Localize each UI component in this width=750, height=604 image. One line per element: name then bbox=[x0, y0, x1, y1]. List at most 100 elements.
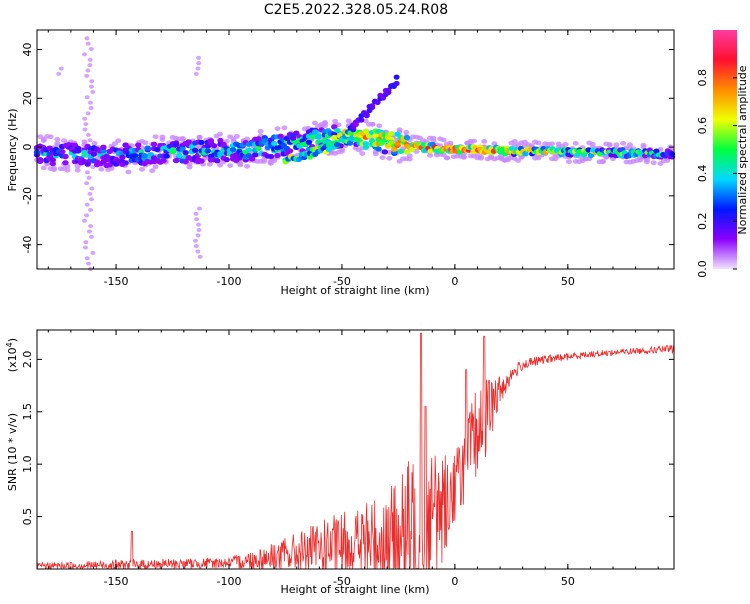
spectrogram-cell bbox=[74, 167, 81, 173]
spectrogram-cell bbox=[315, 134, 322, 140]
snr-xlabel: Height of straight line (km) bbox=[280, 583, 429, 596]
spectrogram-cell bbox=[653, 148, 660, 154]
spectrogram-cell bbox=[511, 138, 518, 144]
spectrogram-cell bbox=[312, 129, 319, 135]
colorbar-tick-label: 0.4 bbox=[696, 165, 709, 183]
spectrogram-cell bbox=[255, 145, 262, 151]
spectrogram-cell bbox=[84, 95, 90, 100]
spectrogram-cell bbox=[217, 151, 224, 157]
colorbar-tick-label: 0.6 bbox=[696, 117, 709, 135]
spectrogram-cell bbox=[74, 163, 81, 169]
spectrogram-cell bbox=[188, 144, 196, 150]
snr-ylabel: SNR (10 * v/v) bbox=[6, 413, 19, 491]
spectrogram-cell bbox=[374, 99, 381, 106]
spectrogram-cell bbox=[237, 162, 244, 168]
spectrogram-cell bbox=[83, 240, 89, 245]
spectrogram-cell bbox=[522, 151, 529, 157]
spectrogram-cell bbox=[393, 80, 400, 87]
spectrogram-cell bbox=[191, 147, 199, 154]
spectrogram-cell bbox=[640, 142, 647, 148]
spectrogram-cell bbox=[85, 68, 91, 73]
spectrogram-cell bbox=[244, 163, 251, 169]
spectrogram-cell bbox=[90, 151, 98, 157]
spectrogram-cell bbox=[98, 166, 105, 172]
snr-xtick-label: -100 bbox=[217, 575, 242, 588]
figure-title: C2E5.2022.328.05.24.R08 bbox=[264, 2, 448, 18]
snr-xtick-label: 50 bbox=[561, 575, 575, 588]
spectrogram-cell bbox=[311, 120, 318, 126]
spectrogram-cell bbox=[144, 145, 151, 151]
spectrogram-cell bbox=[252, 152, 259, 158]
spectrogram-frame bbox=[36, 29, 675, 270]
snr-scale-label: (x104) bbox=[5, 338, 20, 372]
spectrogram-cell bbox=[198, 158, 205, 164]
spectrogram-cell bbox=[430, 135, 437, 141]
spectrogram-ytick-label: -20 bbox=[21, 187, 34, 205]
spectrogram-cell bbox=[572, 140, 579, 146]
spectrogram-cell bbox=[229, 147, 237, 153]
spectrogram-marks bbox=[33, 36, 676, 271]
spectrogram-cell bbox=[379, 155, 386, 160]
spectrogram-cell bbox=[193, 238, 199, 243]
spectrogram-cell bbox=[150, 141, 158, 147]
spectrogram-cell bbox=[193, 244, 199, 249]
spectrogram-cell bbox=[159, 134, 166, 140]
spectrogram-cell bbox=[62, 160, 69, 166]
spectrogram-cell bbox=[49, 157, 57, 163]
spectrogram-cell bbox=[257, 128, 264, 134]
spectrogram-cell bbox=[90, 89, 96, 94]
spectrogram-cell bbox=[82, 218, 88, 223]
spectrogram-cell bbox=[142, 140, 149, 146]
spectrogram-cell bbox=[163, 153, 170, 159]
spectrogram-panel: -150 -100 -50 0 50 -40 -20 0 20 40 Height of stra… bbox=[6, 29, 676, 297]
spectrogram-cell bbox=[403, 135, 411, 141]
spectrogram-cell bbox=[153, 146, 161, 153]
spectrogram-cell bbox=[141, 152, 148, 159]
spectrogram-cell bbox=[427, 152, 434, 158]
spectrogram-cell bbox=[88, 224, 94, 229]
spectrogram-cell bbox=[89, 186, 95, 191]
spectrogram-cell bbox=[233, 133, 240, 139]
spectrogram-cell bbox=[86, 261, 92, 266]
spectrogram-cell bbox=[443, 155, 450, 161]
spectrogram-cell bbox=[88, 197, 94, 202]
spectrogram-cell bbox=[274, 126, 281, 132]
spectrogram-cell bbox=[62, 154, 69, 160]
spectrogram-cell bbox=[363, 113, 370, 119]
spectrogram-cell bbox=[271, 158, 278, 164]
spectrogram-cell bbox=[387, 130, 395, 137]
spectrogram-cell bbox=[160, 158, 167, 164]
spectrogram-cell bbox=[81, 152, 88, 158]
spectrogram-cell bbox=[456, 149, 463, 155]
spectrogram-cell bbox=[585, 147, 592, 153]
colorbar-tick-label: 0.0 bbox=[696, 260, 709, 278]
spectrogram-cell bbox=[385, 89, 392, 96]
spectrogram-cell bbox=[277, 133, 284, 139]
colorbar-gradient bbox=[713, 30, 737, 269]
spectrogram-cell bbox=[223, 157, 230, 163]
spectrogram-cell bbox=[182, 158, 189, 165]
spectrogram-cell bbox=[85, 41, 91, 46]
spectrogram-cell bbox=[47, 134, 54, 140]
spectrogram-cell bbox=[58, 66, 64, 71]
snr-xtick-label: -150 bbox=[104, 575, 129, 588]
snr-ytick-label: 2.0 bbox=[21, 351, 34, 369]
spectrogram-cell bbox=[64, 167, 71, 173]
spectrogram-cell bbox=[83, 122, 89, 127]
colorbar-tick-label: 0.8 bbox=[696, 69, 709, 87]
spectrogram-cell bbox=[403, 149, 411, 155]
spectrogram-cell bbox=[406, 156, 413, 162]
spectrogram-cell bbox=[195, 249, 201, 254]
spectrogram-cell bbox=[396, 127, 403, 133]
spectrogram-cell bbox=[346, 140, 354, 146]
spectrogram-ytick-label: 0 bbox=[21, 144, 34, 151]
spectrogram-cell bbox=[393, 74, 400, 80]
spectrogram-cell bbox=[49, 161, 57, 167]
spectrogram-cell bbox=[214, 158, 221, 164]
spectrogram-cell bbox=[345, 118, 352, 124]
spectrogram-cell bbox=[61, 138, 68, 143]
spectrogram-cell bbox=[562, 141, 569, 147]
snr-frame bbox=[36, 329, 675, 570]
spectrogram-cell bbox=[471, 138, 478, 144]
